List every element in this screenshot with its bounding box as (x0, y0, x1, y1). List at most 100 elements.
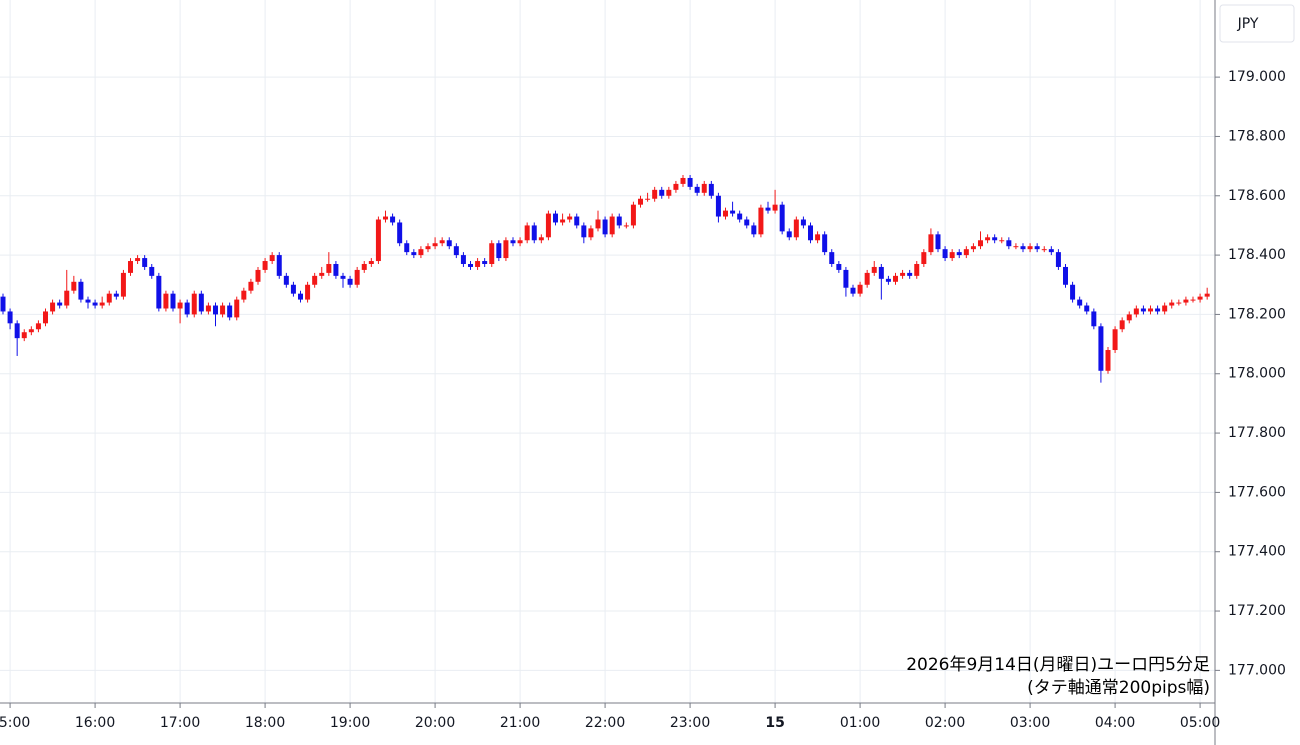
candle-body (333, 263, 339, 276)
candle-body (893, 275, 898, 282)
candle-body (1112, 329, 1118, 351)
candle-body (418, 249, 424, 256)
candle-body (113, 293, 119, 297)
candle-body (694, 186, 700, 193)
candle-body (992, 237, 998, 241)
candle-body (0, 296, 6, 312)
candle-body (106, 293, 112, 303)
annotation: (タテ軸通常200pips幅) (1027, 678, 1210, 698)
candle-body (715, 195, 721, 217)
candle-body (1013, 246, 1019, 248)
candle-body (1190, 299, 1196, 301)
candle-body (680, 177, 686, 184)
x-tick-label: 02:00 (925, 715, 965, 731)
candle-body (885, 278, 891, 282)
candle-body (517, 240, 523, 244)
candle-body (779, 204, 785, 232)
candle-body (1063, 266, 1068, 285)
candle-body (850, 287, 856, 294)
candle-body (949, 252, 955, 259)
candle-body (1048, 249, 1054, 253)
candle-body (432, 243, 438, 247)
candle-body (701, 183, 707, 193)
x-tick-label: 22:00 (585, 715, 625, 731)
x-tick-label: 23:00 (670, 715, 710, 731)
x-tick-label: 01:00 (840, 715, 880, 731)
candle-body (496, 243, 502, 259)
candles (0, 175, 1210, 383)
candle-body (687, 177, 693, 187)
y-tick-label: 177.800 (1228, 425, 1286, 441)
candle-body (99, 302, 105, 306)
candle-body (375, 219, 381, 262)
candle-body (1091, 311, 1097, 327)
candle-body (234, 299, 240, 318)
candle-body (815, 234, 821, 241)
candle-body (205, 305, 211, 312)
candle-body (57, 302, 63, 306)
candle-body (92, 302, 98, 306)
candle-body (574, 216, 580, 226)
candle-body (220, 305, 226, 315)
candle-body (149, 266, 155, 276)
candle-body (191, 293, 197, 315)
candle-body (524, 225, 530, 241)
candle-body (871, 266, 877, 273)
candle-body (163, 293, 169, 309)
candle-body (35, 323, 41, 330)
candle-body (666, 189, 672, 196)
candle-body (1077, 299, 1083, 306)
candle-body (708, 183, 714, 196)
candle-body (914, 263, 920, 276)
candle-body (397, 222, 403, 244)
candle-body (326, 263, 332, 273)
candle-body (843, 269, 849, 288)
candle-body (241, 290, 247, 300)
candle-body (956, 252, 962, 256)
candle-body (963, 249, 969, 256)
candle-body (1162, 305, 1168, 312)
candle-body (390, 216, 396, 223)
candle-body (411, 252, 417, 256)
x-tick-label: 15:00 (0, 715, 30, 731)
candle-body (531, 225, 537, 241)
candle-body (772, 204, 778, 211)
candle-body (21, 332, 27, 339)
candle-body (248, 281, 254, 291)
candle-body (836, 263, 842, 270)
candle-body (269, 255, 275, 262)
x-tick-label: 21:00 (500, 715, 540, 731)
currency-box (1219, 4, 1295, 43)
candle-body (1176, 302, 1182, 304)
candle-body (793, 219, 799, 238)
candle-body (921, 252, 927, 264)
candle-body (354, 269, 360, 285)
x-tick-label: 20:00 (415, 715, 455, 731)
y-tick-label: 177.200 (1228, 603, 1286, 619)
candle-body (786, 231, 792, 238)
candle-body (645, 198, 651, 200)
candle-body (305, 284, 311, 300)
candle-body (1105, 350, 1111, 371)
candle-body (744, 219, 750, 226)
candle-body (730, 210, 736, 214)
candle-body (453, 246, 459, 256)
candle-body (503, 240, 509, 259)
x-tick-label: 19:00 (330, 715, 370, 731)
x-tick-label: 04:00 (1095, 715, 1135, 731)
candle-body (276, 255, 282, 276)
candle-body (567, 216, 573, 220)
candle-body (581, 225, 587, 238)
candle-body (446, 240, 452, 247)
y-tick-label: 178.000 (1228, 366, 1286, 382)
candle-body (765, 207, 771, 211)
candle-body (857, 284, 863, 294)
candle-body (383, 216, 388, 220)
candle-body (213, 305, 218, 315)
candle-body (800, 219, 806, 226)
candle-body (829, 252, 835, 264)
candle-body (978, 240, 983, 247)
candle-body (588, 228, 594, 238)
candle-body (368, 261, 374, 264)
candle-body (262, 261, 268, 270)
